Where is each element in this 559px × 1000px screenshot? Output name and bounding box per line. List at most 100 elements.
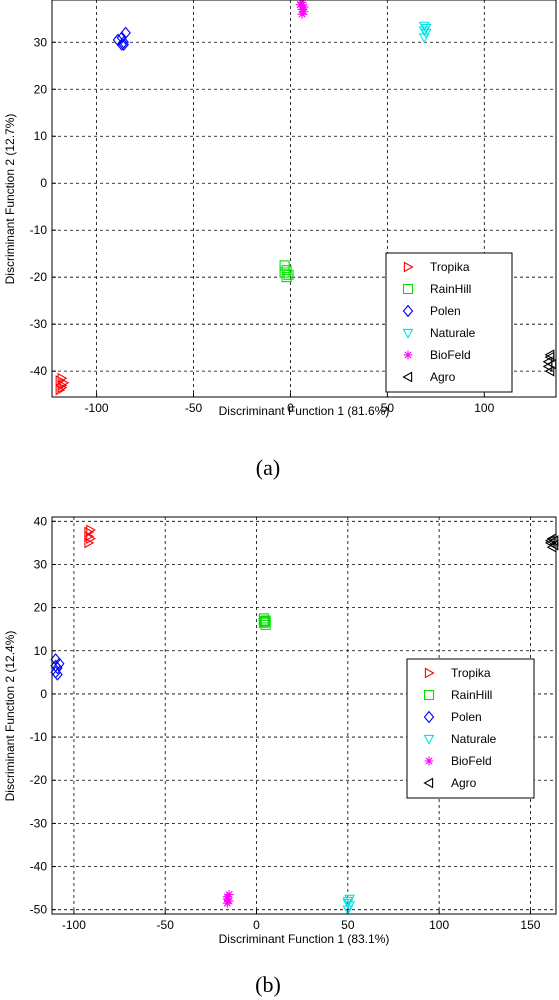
data-point-biofeld bbox=[299, 2, 309, 12]
y-tick-label: -40 bbox=[30, 860, 48, 874]
data-point-tropika bbox=[84, 537, 95, 549]
data-point-biofeld bbox=[224, 890, 234, 900]
caption-b: (b) bbox=[255, 972, 281, 997]
y-tick-label: 30 bbox=[34, 35, 48, 49]
series-polen bbox=[112, 26, 131, 51]
data-point-naturale bbox=[418, 21, 430, 32]
legend-marker-rainhill bbox=[423, 689, 435, 701]
data-point-polen bbox=[116, 31, 128, 44]
data-point-rainhill bbox=[258, 613, 269, 624]
y-tick-label: -10 bbox=[30, 223, 48, 237]
legend-label-agro: Agro bbox=[451, 776, 477, 790]
data-point-tropika bbox=[57, 372, 68, 384]
panel-b-scatter-plot: -100 -50 0 50 100 150-50-40-30-20-10010203040… bbox=[3, 514, 559, 997]
legend-label-tropika: Tropika bbox=[451, 666, 491, 680]
data-point-rainhill bbox=[281, 272, 292, 283]
data-point-polen bbox=[118, 36, 129, 49]
y-tick-label: 20 bbox=[34, 601, 48, 615]
marks-a bbox=[55, 0, 557, 396]
legend-label-rainhill: RainHill bbox=[451, 688, 492, 702]
data-point-rainhill bbox=[259, 616, 270, 627]
y-tick-label: 0 bbox=[40, 687, 47, 701]
y-tick-label: -20 bbox=[30, 773, 48, 787]
legend-marker-rainhill bbox=[402, 283, 414, 295]
data-point-polen bbox=[52, 668, 63, 681]
legend-marker-tropika bbox=[424, 667, 435, 679]
data-point-naturale bbox=[342, 905, 354, 916]
x-axis-label-a: Discriminant Function 1 (81.6%) bbox=[219, 404, 390, 418]
x-tick-label: 150 bbox=[520, 918, 540, 932]
data-point-naturale bbox=[420, 28, 432, 39]
data-point-agro bbox=[544, 535, 555, 547]
legend-label-agro: Agro bbox=[430, 370, 456, 384]
y-tick-label: 40 bbox=[34, 514, 48, 528]
legend-marker-biofeld bbox=[403, 350, 413, 360]
data-point-biofeld bbox=[299, 7, 309, 17]
data-point-polen bbox=[116, 38, 128, 51]
legend-marker-tropika bbox=[403, 261, 414, 273]
legend-label-polen: Polen bbox=[451, 710, 482, 724]
legend-label-tropika: Tropika bbox=[430, 260, 470, 274]
series-polen bbox=[50, 653, 65, 681]
legend-marker-agro bbox=[402, 371, 413, 383]
axes-frame-a bbox=[51, 0, 557, 398]
y-tick-label: 10 bbox=[34, 644, 48, 658]
legend-label-naturale: Naturale bbox=[430, 326, 476, 340]
legend-b: Tropika RainHill Polen Naturale BioFeld Agro bbox=[406, 658, 535, 799]
legend-marker-polen bbox=[423, 710, 435, 724]
data-point-tropika bbox=[84, 530, 95, 542]
legend-a: Tropika RainHill Polen Naturale BioFeld Agro bbox=[385, 252, 513, 393]
series-tropika bbox=[55, 372, 70, 396]
marks-b bbox=[50, 524, 559, 916]
data-point-tropika bbox=[59, 377, 70, 389]
x-tick-label: 100 bbox=[429, 918, 449, 932]
legend-label-naturale: Naturale bbox=[451, 732, 497, 746]
legend-marker-biofeld bbox=[424, 756, 434, 766]
legend-marker-agro bbox=[423, 777, 434, 789]
data-point-rainhill bbox=[258, 617, 269, 628]
caption-a: (a) bbox=[256, 455, 280, 480]
data-point-biofeld bbox=[222, 894, 232, 904]
x-axis-label-b: Discriminant Function 1 (83.1%) bbox=[219, 932, 390, 946]
y-tick-label: 20 bbox=[34, 82, 48, 96]
y-tick-label: 0 bbox=[40, 176, 47, 190]
legend-box-a bbox=[385, 252, 513, 393]
y-tick-label: -10 bbox=[30, 730, 48, 744]
data-point-biofeld bbox=[297, 0, 307, 7]
y-tick-label: -30 bbox=[30, 816, 48, 830]
y-tick-label: 10 bbox=[34, 129, 48, 143]
data-point-tropika bbox=[86, 533, 96, 545]
legend-marker-polen bbox=[402, 304, 414, 318]
x-tick-label: -100 bbox=[62, 918, 86, 932]
y-tick-label: -50 bbox=[30, 903, 48, 917]
x-tick-label: -100 bbox=[85, 401, 109, 415]
series-naturale bbox=[418, 21, 432, 44]
x-tick-label: -50 bbox=[185, 401, 203, 415]
x-tick-label: 0 bbox=[253, 918, 260, 932]
series-biofeld bbox=[295, 0, 309, 19]
series-rainhill bbox=[279, 260, 294, 283]
data-point-tropika bbox=[57, 382, 68, 394]
data-point-naturale bbox=[420, 24, 432, 34]
legend-label-biofeld: BioFeld bbox=[430, 348, 471, 362]
data-point-rainhill bbox=[283, 269, 294, 280]
y-tick-label: -40 bbox=[30, 364, 48, 378]
series-rainhill bbox=[258, 613, 271, 630]
grid-b bbox=[52, 517, 556, 914]
data-point-rainhill bbox=[279, 267, 290, 278]
y-axis-label-a: Discriminant Function 2 (12.7%) bbox=[3, 114, 17, 285]
legend-label-rainhill: RainHill bbox=[430, 282, 471, 296]
x-tick-label: 0 bbox=[287, 401, 294, 415]
axes-frame-b bbox=[51, 516, 557, 915]
x-tick-label: 50 bbox=[381, 401, 395, 415]
y-tick-label: 30 bbox=[34, 557, 48, 571]
legend-label-polen: Polen bbox=[430, 304, 461, 318]
y-tick-label: -30 bbox=[30, 317, 48, 331]
series-naturale bbox=[342, 894, 356, 916]
x-tick-label: 50 bbox=[341, 918, 355, 932]
x-tick-label: 100 bbox=[474, 401, 494, 415]
data-point-naturale bbox=[418, 26, 430, 37]
data-point-naturale bbox=[342, 899, 354, 909]
